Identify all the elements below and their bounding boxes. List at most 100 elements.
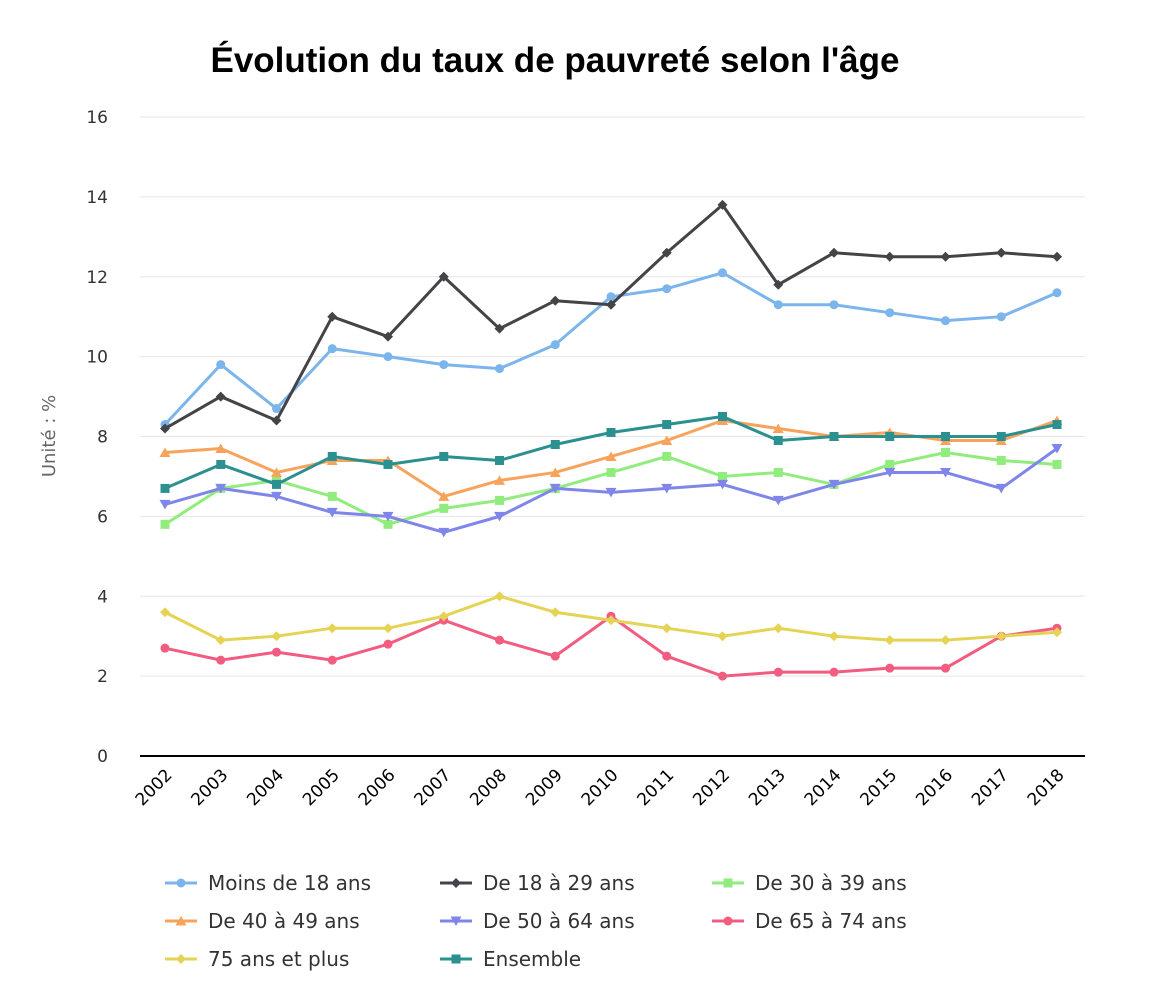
- data-point: [216, 459, 226, 469]
- data-point: [773, 467, 783, 477]
- data-point: [828, 479, 840, 490]
- data-point: [772, 495, 784, 506]
- data-point: [439, 360, 449, 370]
- series-7: [160, 412, 1062, 493]
- legend-marker-icon: [723, 916, 733, 926]
- data-point: [940, 635, 951, 646]
- x-tick-label: 2006: [355, 765, 400, 810]
- x-tick-label: 2011: [634, 765, 679, 810]
- y-tick-label: 12: [86, 268, 108, 288]
- data-point: [829, 432, 839, 441]
- data-point: [885, 459, 895, 469]
- data-point: [884, 467, 896, 478]
- data-point: [772, 423, 784, 434]
- y-tick-label: 8: [97, 428, 108, 448]
- data-point: [662, 420, 672, 430]
- data-point: [829, 631, 839, 642]
- data-point: [215, 483, 227, 494]
- legend-marker-icon: [451, 878, 461, 888]
- data-point: [160, 519, 170, 529]
- y-tick-label: 4: [97, 587, 108, 607]
- data-point: [773, 667, 783, 677]
- legend-label: De 18 à 29 ans: [483, 871, 635, 895]
- legend-item[interactable]: Moins de 18 ans: [165, 871, 371, 895]
- legend-item[interactable]: De 30 à 39 ans: [712, 871, 907, 895]
- legend-marker-icon: [176, 954, 186, 964]
- data-point: [327, 491, 337, 501]
- data-point: [717, 631, 728, 642]
- x-tick-label: 2004: [243, 765, 288, 810]
- data-point: [550, 295, 561, 306]
- data-point: [383, 623, 393, 634]
- x-tick-label: 2013: [745, 765, 790, 810]
- data-point: [383, 459, 393, 469]
- legend-item[interactable]: Ensemble: [440, 947, 581, 971]
- legend-marker-icon: [723, 878, 733, 888]
- data-point: [940, 251, 951, 262]
- legend-item[interactable]: De 18 à 29 ans: [440, 871, 635, 895]
- data-point: [885, 663, 895, 673]
- data-point: [717, 199, 728, 210]
- data-point: [605, 451, 617, 461]
- x-tick-label: 2007: [411, 765, 456, 810]
- data-point: [829, 300, 839, 310]
- data-point: [662, 284, 672, 294]
- x-tick-label: 2002: [132, 765, 177, 810]
- legend-label: De 65 à 74 ans: [755, 909, 907, 933]
- legend-item[interactable]: 75 ans et plus: [165, 947, 349, 971]
- data-point: [438, 611, 449, 622]
- legend-label: De 50 à 64 ans: [483, 909, 635, 933]
- legend-label: De 40 à 49 ans: [208, 909, 360, 933]
- data-point: [941, 447, 950, 457]
- legend-item[interactable]: De 50 à 64 ans: [440, 909, 635, 933]
- data-point: [160, 607, 170, 618]
- data-point: [606, 299, 616, 310]
- data-point: [550, 607, 561, 618]
- data-point: [327, 311, 338, 322]
- series-4: [159, 443, 1063, 538]
- data-point: [885, 432, 895, 441]
- legend-marker-icon: [450, 916, 462, 926]
- legend-label: Moins de 18 ans: [208, 871, 371, 895]
- chart-title: Évolution du taux de pauvreté selon l'âg…: [210, 40, 899, 80]
- data-point: [439, 451, 449, 461]
- data-point: [549, 467, 561, 477]
- data-point: [271, 467, 282, 477]
- legend-item[interactable]: De 40 à 49 ans: [165, 909, 360, 933]
- data-point: [1052, 251, 1062, 262]
- data-point: [495, 635, 504, 645]
- data-point: [272, 647, 281, 657]
- legend-item[interactable]: De 65 à 74 ans: [712, 909, 907, 933]
- x-tick-label: 2018: [1024, 765, 1069, 810]
- data-point: [718, 471, 727, 481]
- data-point: [996, 312, 1006, 322]
- data-point: [549, 483, 561, 494]
- data-point: [494, 511, 505, 522]
- data-point: [438, 491, 450, 501]
- data-point: [996, 247, 1007, 258]
- data-point: [941, 316, 950, 326]
- data-point: [383, 352, 393, 362]
- data-point: [941, 663, 950, 673]
- x-tick-label: 2017: [968, 765, 1013, 810]
- data-point: [662, 651, 672, 661]
- data-point: [271, 491, 282, 502]
- x-tick-label: 2009: [522, 765, 567, 810]
- data-point: [717, 479, 728, 490]
- data-point: [215, 635, 226, 646]
- data-point: [661, 247, 672, 258]
- data-point: [661, 623, 672, 634]
- y-tick-label: 16: [86, 108, 108, 128]
- data-point: [327, 451, 337, 461]
- x-tick-label: 2016: [912, 765, 957, 810]
- data-point: [494, 323, 505, 334]
- legend-marker-icon: [451, 954, 461, 964]
- data-point: [326, 507, 338, 518]
- data-point: [773, 300, 783, 310]
- data-point: [718, 671, 727, 681]
- data-point: [662, 451, 672, 461]
- data-point: [215, 443, 227, 453]
- y-axis-label: Unité : %: [39, 395, 60, 477]
- data-point: [1052, 627, 1062, 638]
- data-point: [885, 308, 895, 318]
